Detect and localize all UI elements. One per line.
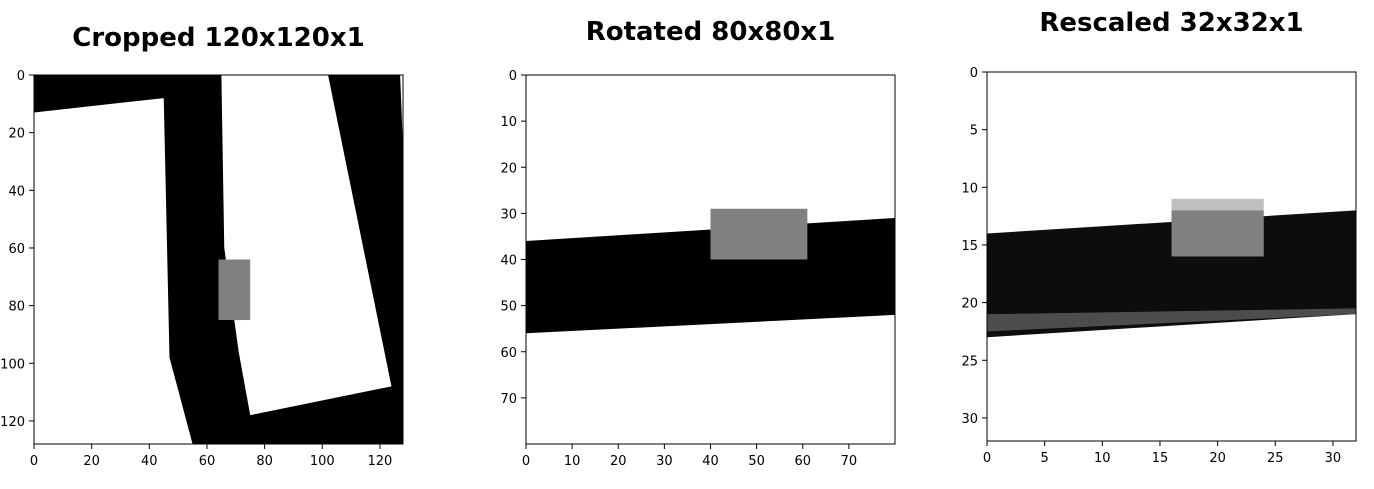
y-tick-label: 0: [509, 69, 517, 84]
y-tick-label: 40: [8, 184, 25, 199]
chart-title: Rotated 80x80x1: [586, 17, 836, 47]
x-tick-label: 20: [83, 454, 100, 469]
subplot-2: Rotated 80x80x1 0 10 20 30 40 50 60 70 0 10 20 30 40 5…: [500, 17, 896, 469]
y-tick-label: 0: [17, 69, 25, 84]
x-tick-label: 30: [1325, 451, 1342, 466]
y-tick-label: 0: [970, 66, 978, 81]
y-tick-label: 5: [970, 124, 978, 139]
x-tick-label: 120: [368, 454, 393, 469]
axes-frame: [986, 71, 1357, 442]
x-tick-label: 20: [1209, 451, 1226, 466]
image-region-4: [218, 259, 251, 321]
x-tick-label: 25: [1267, 451, 1284, 466]
chart-title: Rescaled 32x32x1: [1039, 8, 1303, 38]
chart-title: Cropped 120x120x1: [72, 23, 364, 53]
image-region-1: [34, 98, 193, 444]
y-tick-label: 20: [961, 297, 978, 312]
y-tick-label: 15: [961, 239, 978, 254]
y-tick-label: 60: [8, 242, 25, 257]
x-tick-label: 15: [1152, 451, 1169, 466]
y-tick-label: 20: [500, 161, 517, 176]
image-region-2: [987, 308, 1356, 332]
x-tick-label: 100: [310, 454, 335, 469]
axes-frame: [33, 74, 404, 445]
x-tick-label: 10: [1094, 451, 1111, 466]
x-tick-label: 0: [522, 454, 530, 469]
y-tick-label: 100: [0, 357, 25, 372]
x-tick-label: 40: [702, 454, 719, 469]
y-tick-label: 50: [500, 300, 517, 315]
y-tick-label: 120: [0, 415, 25, 430]
image-region-2: [221, 75, 392, 416]
x-tick-label: 20: [610, 454, 627, 469]
image-region-3: [400, 75, 403, 148]
x-tick-label: 30: [656, 454, 673, 469]
x-tick-label: 0: [983, 451, 991, 466]
y-tick-label: 30: [961, 412, 978, 427]
y-tick-label: 20: [8, 127, 25, 142]
x-tick-label: 5: [1041, 451, 1049, 466]
x-tick-label: 10: [564, 454, 581, 469]
x-tick-label: 80: [256, 454, 273, 469]
x-tick-label: 70: [841, 454, 858, 469]
y-tick-label: 25: [961, 354, 978, 369]
y-tick-label: 80: [8, 300, 25, 315]
subplot-3: Rescaled 32x32x1 0 5 10 15 20 25 30 0 5 10 15 20 25 30: [961, 8, 1357, 466]
x-tick-label: 60: [794, 454, 811, 469]
y-tick-label: 60: [500, 346, 517, 361]
subplot-1: Cropped 120x120x1 0 20 40 60 80 100 120 0 20 40 60 8…: [0, 23, 404, 469]
x-tick-label: 40: [141, 454, 158, 469]
y-tick-label: 40: [500, 254, 517, 269]
y-tick-label: 30: [500, 207, 517, 222]
y-tick-label: 10: [961, 181, 978, 196]
x-tick-label: 50: [748, 454, 765, 469]
image-region-2: [710, 208, 808, 260]
y-tick-label: 70: [500, 392, 517, 407]
x-tick-label: 0: [30, 454, 38, 469]
image-region-4: [1171, 210, 1264, 257]
x-tick-label: 60: [199, 454, 216, 469]
image-region-3: [1171, 198, 1264, 211]
y-tick-label: 10: [500, 115, 517, 130]
